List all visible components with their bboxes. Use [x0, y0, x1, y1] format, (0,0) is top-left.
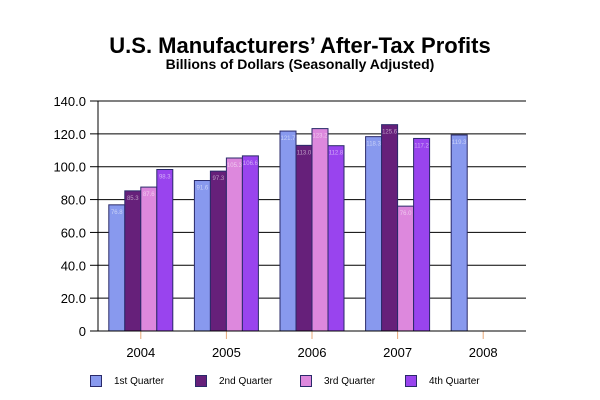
- data-label: 117.2: [414, 143, 429, 149]
- legend: 1st Quarter 2nd Quarter 3rd Quarter 4th Qua…: [90, 373, 530, 389]
- y-tick-label: 100.0: [53, 160, 86, 175]
- data-label: 76.0: [400, 211, 412, 217]
- y-tick-label: 80.0: [61, 193, 86, 208]
- data-label: 97.3: [213, 176, 225, 182]
- data-label: 91.6: [197, 186, 209, 192]
- data-label: 76.8: [111, 210, 123, 216]
- bar: [140, 186, 158, 332]
- y-tick-label: 0: [79, 324, 86, 339]
- bar: [365, 136, 383, 332]
- legend-label: 1st Quarter: [114, 375, 165, 387]
- legend-swatch: [90, 375, 102, 387]
- bar: [311, 128, 329, 332]
- legend-label: 4th Quarter: [429, 375, 480, 387]
- x-tick-label: 2004: [126, 345, 155, 360]
- bar: [124, 190, 142, 332]
- legend-item: 3rd Quarter: [300, 373, 375, 389]
- bar: [241, 155, 259, 332]
- bar: [327, 145, 345, 332]
- legend-item: 2nd Quarter: [195, 373, 272, 389]
- chart-subtitle: Billions of Dollars (Seasonally Adjusted…: [165, 56, 435, 72]
- legend-swatch: [195, 375, 207, 387]
- bar: [193, 180, 211, 332]
- data-label: 119.3: [452, 140, 467, 146]
- bar: [295, 144, 313, 332]
- y-tick-label: 140.0: [53, 94, 86, 109]
- y-tick-label: 20.0: [61, 291, 86, 306]
- bar: [413, 137, 431, 332]
- data-label: 112.8: [329, 151, 344, 157]
- bar: [156, 169, 174, 332]
- data-label: 113.0: [297, 150, 312, 156]
- data-label: 87.6: [143, 192, 155, 198]
- bar: [279, 130, 297, 332]
- data-label: 98.3: [159, 175, 171, 181]
- chart-title: U.S. Manufacturers’ After-Tax Profits: [109, 33, 491, 58]
- data-label: 125.6: [382, 130, 398, 136]
- legend-swatch: [405, 375, 417, 387]
- legend-item: 1st Quarter: [90, 373, 164, 389]
- x-tick-label: 2005: [212, 345, 241, 360]
- y-tick-label: 60.0: [61, 225, 86, 240]
- legend-item: 4th Quarter: [405, 373, 480, 389]
- x-tick-label: 2006: [298, 345, 327, 360]
- data-label: 121.7: [280, 136, 296, 142]
- legend-label: 2nd Quarter: [219, 375, 273, 387]
- bar: [108, 204, 126, 332]
- data-label: 105.3: [227, 163, 243, 169]
- data-label: 85.3: [127, 196, 139, 202]
- bar: [209, 170, 227, 332]
- bar: [450, 134, 468, 332]
- y-tick-label: 120.0: [53, 127, 86, 142]
- bar: [397, 205, 415, 332]
- bar: [225, 157, 243, 332]
- data-label: 106.6: [243, 161, 259, 167]
- bar: [381, 124, 399, 332]
- y-tick-label: 40.0: [61, 258, 86, 273]
- legend-label: 3rd Quarter: [324, 375, 376, 387]
- data-label: 118.3: [366, 142, 381, 148]
- data-label: 123.2: [312, 134, 328, 140]
- legend-swatch: [300, 375, 312, 387]
- x-tick-label: 2007: [383, 345, 412, 360]
- x-tick-label: 2008: [469, 345, 498, 360]
